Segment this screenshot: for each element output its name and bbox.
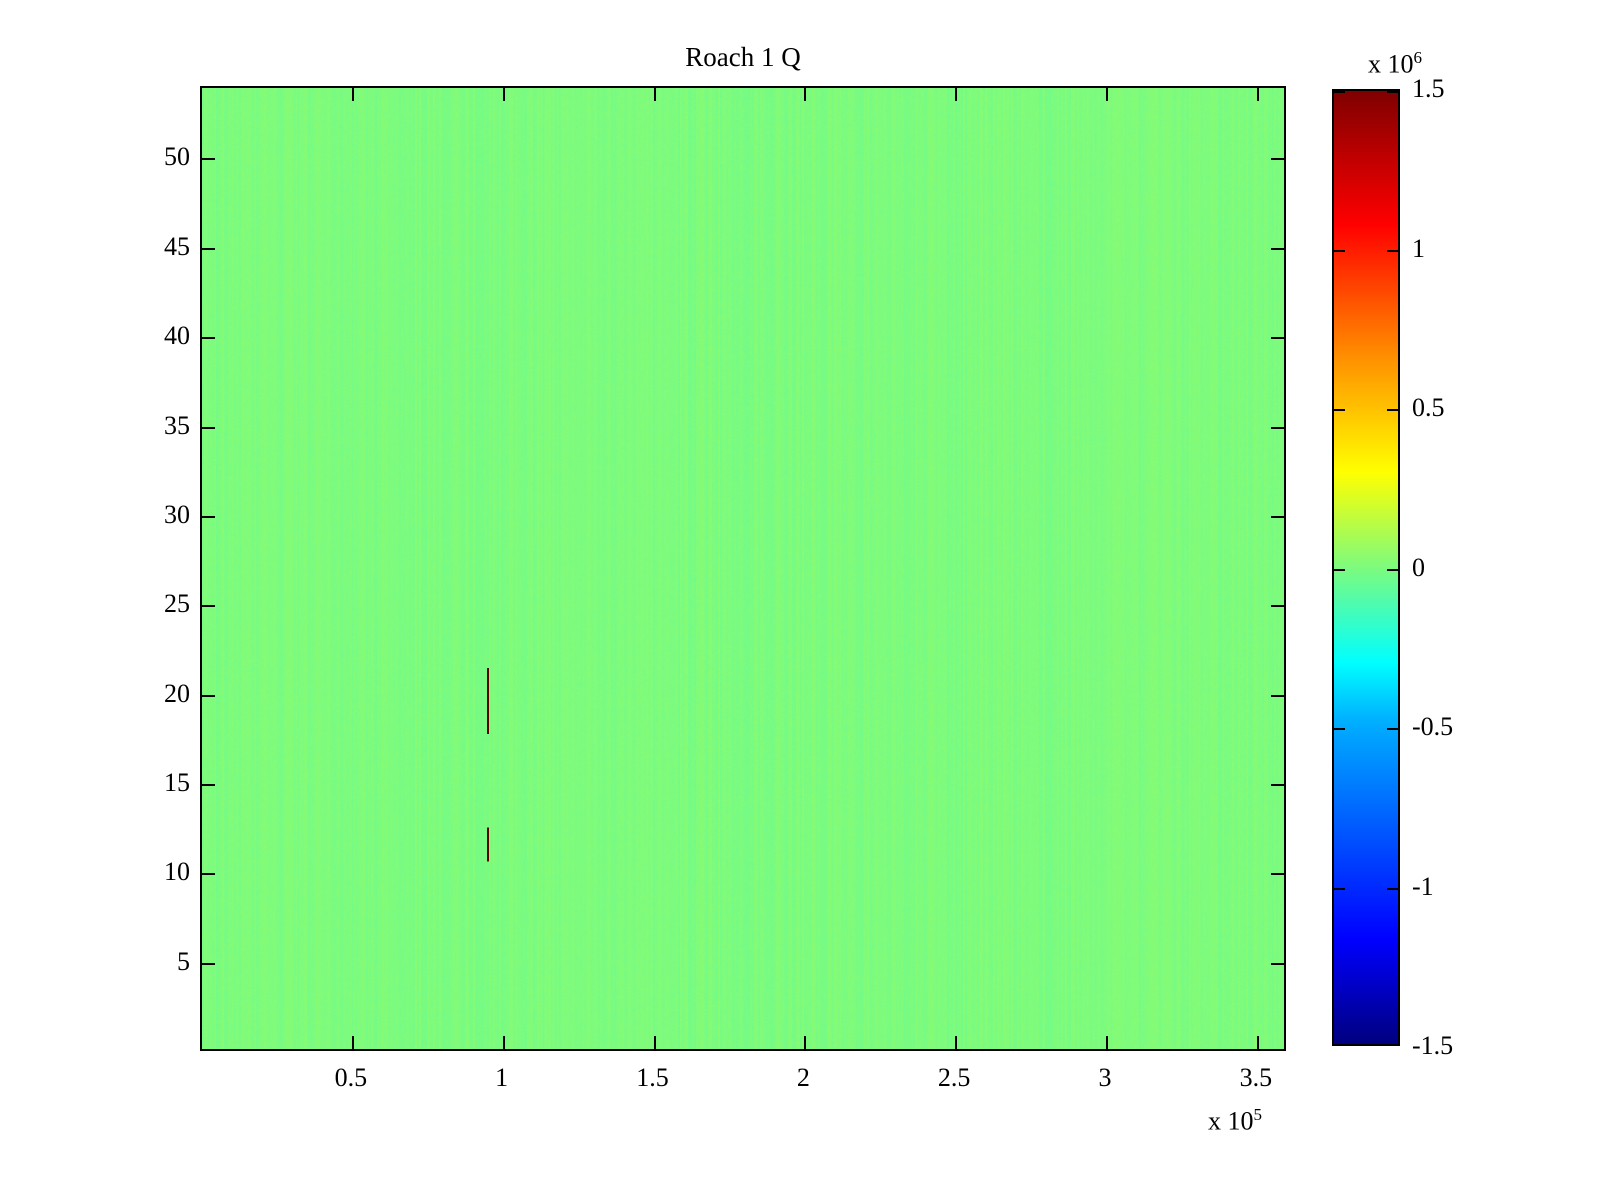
y-axis-tick [1271, 426, 1284, 429]
x-axis-tick-label: 3.5 [1239, 1063, 1273, 1092]
y-axis-tick [1271, 337, 1284, 340]
colorbar-tick [1334, 568, 1345, 571]
y-axis-tick [202, 962, 215, 965]
y-axis-tick [202, 694, 215, 697]
x-axis-tick [804, 88, 807, 101]
x-axis-exponent-label: x 105 [1208, 1105, 1262, 1136]
y-axis-tick [202, 605, 215, 608]
y-axis-tick-label: 40 [164, 321, 190, 351]
colorbar-tick-label: 1.5 [1412, 74, 1445, 103]
y-axis-tick [202, 426, 215, 429]
y-axis-tick [1271, 783, 1284, 786]
y-axis-tick [202, 783, 215, 786]
x-axis-tick [1256, 88, 1259, 101]
x-axis-tick-label: 3 [1098, 1063, 1112, 1092]
y-axis-tick-label: 50 [164, 142, 190, 172]
colorbar-tick-label: 0 [1412, 552, 1425, 582]
x-axis-tick [351, 88, 354, 101]
x-axis-tick [502, 88, 505, 101]
x-axis-tick-label: 1 [495, 1063, 509, 1092]
y-axis-tick-label: 30 [164, 499, 190, 529]
x-axis-tick-label: 0.5 [334, 1063, 368, 1092]
x-axis-tick [804, 1036, 807, 1049]
y-axis-tick [1271, 873, 1284, 876]
colorbar-tick-label: -0.5 [1412, 712, 1454, 741]
colorbar-tick [1387, 728, 1398, 730]
colorbar[interactable] [1332, 89, 1400, 1046]
colorbar-tick [1334, 409, 1345, 411]
y-axis-tick-label: 10 [164, 857, 190, 887]
y-axis-tick [1271, 158, 1284, 161]
heatmap-axes[interactable] [200, 86, 1286, 1051]
y-axis-tick-label: 20 [164, 678, 190, 708]
x-axis-tick [351, 1036, 354, 1049]
x-axis-tick [955, 1036, 958, 1049]
colorbar-tick [1387, 409, 1398, 411]
heatmap-image [202, 88, 1284, 1049]
y-axis-tick [1271, 962, 1284, 965]
x-axis-tick-label: 1.5 [636, 1063, 669, 1092]
colorbar-gradient [1334, 91, 1398, 1044]
y-axis-tick [202, 247, 215, 250]
y-axis-tick [202, 158, 215, 161]
colorbar-tick-label: 1 [1412, 233, 1425, 263]
y-axis-tick [1271, 247, 1284, 250]
y-axis-tick [202, 515, 215, 518]
x-axis-tick [955, 88, 958, 101]
colorbar-tick [1334, 249, 1345, 252]
x-axis-tick [1106, 88, 1108, 101]
y-axis-tick [1271, 605, 1284, 608]
page-title: Roach 1 Q [685, 42, 801, 72]
x-axis-tick-label: 2 [796, 1063, 810, 1092]
colorbar-tick [1387, 568, 1398, 571]
colorbar-tick [1334, 887, 1345, 890]
x-axis-tick [653, 88, 656, 101]
colorbar-tick-label: -1.5 [1412, 1031, 1454, 1060]
colorbar-tick [1387, 91, 1398, 93]
x-axis-tick [653, 1036, 656, 1049]
colorbar-tick [1334, 91, 1345, 93]
x-axis-tick [1106, 1036, 1108, 1049]
x-axis-tick [1256, 1036, 1259, 1049]
y-axis-tick-label: 25 [164, 589, 190, 619]
y-axis-tick [202, 337, 215, 340]
y-axis-tick-label: 5 [177, 946, 190, 976]
y-axis-tick [1271, 694, 1284, 697]
y-axis-tick-label: 15 [164, 767, 190, 797]
colorbar-tick [1334, 728, 1345, 730]
colorbar-tick-label: -1 [1412, 871, 1434, 901]
y-axis-tick [1271, 515, 1284, 518]
y-axis-tick [202, 873, 215, 876]
colorbar-tick [1387, 249, 1398, 252]
colorbar-tick-label: 0.5 [1412, 393, 1445, 422]
y-axis-tick-label: 45 [164, 231, 190, 261]
colorbar-exponent-label: x 106 [1368, 48, 1422, 79]
x-axis-tick-label: 2.5 [937, 1063, 971, 1092]
colorbar-tick [1387, 887, 1398, 890]
x-axis-tick [502, 1036, 505, 1049]
y-axis-tick-label: 35 [164, 410, 190, 440]
